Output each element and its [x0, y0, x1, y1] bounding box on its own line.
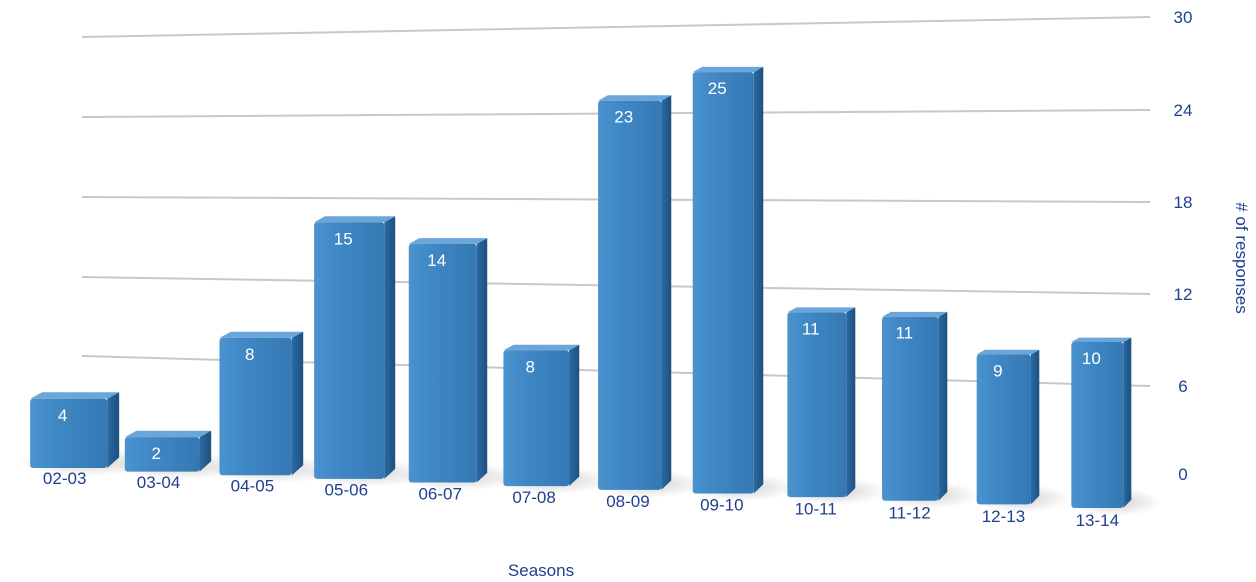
bar-side-face [1123, 337, 1132, 508]
bar-top-face [976, 349, 1040, 355]
bar-top-face [692, 66, 764, 73]
bar-side-face [569, 344, 580, 487]
bar [787, 307, 856, 498]
bar-top-face [882, 311, 948, 317]
bar-front-face [30, 398, 108, 468]
bar-top-face [314, 216, 396, 223]
bar-top-face [124, 430, 212, 438]
y-tick-label: 12 [1174, 285, 1193, 304]
bar-front-face [124, 437, 200, 472]
bar-side-face [938, 311, 948, 501]
bar-value-label: 10 [1082, 349, 1101, 368]
bar-value-label: 4 [58, 406, 67, 425]
bar-value-label: 9 [993, 361, 1002, 380]
x-tick-label: 04-05 [231, 477, 274, 496]
bar [976, 349, 1040, 505]
x-tick-label: 03-04 [137, 473, 180, 492]
bar-front-face [1071, 342, 1124, 508]
bar-side-face [384, 216, 396, 479]
bar-side-face [661, 95, 672, 490]
bar [503, 344, 580, 487]
bar-value-label: 14 [427, 251, 446, 270]
gridline [81, 16, 1151, 38]
bar-value-label: 15 [334, 229, 353, 248]
bar-side-face [107, 392, 120, 468]
bar-top-face [1071, 337, 1132, 342]
x-axis-title: Seasons [508, 561, 574, 580]
bar-top-face [408, 238, 488, 244]
bars: 4 2 8 15 14 8 23 25 11 11 9 10 [30, 66, 1132, 508]
bar-value-label: 8 [526, 357, 535, 376]
bar-value-label: 11 [895, 324, 913, 343]
y-tick-label: 24 [1174, 101, 1193, 120]
bar-side-face [476, 238, 488, 483]
bar-value-label: 2 [151, 444, 160, 463]
bar-value-label: 11 [802, 319, 820, 338]
bar-front-face [598, 100, 662, 490]
x-axis-labels: 02-03 03-04 04-05 05-06 06-07 07-08 08-09 09-10… [43, 469, 1119, 530]
bar [408, 238, 488, 483]
y-tick-label: 6 [1178, 377, 1187, 396]
x-tick-label: 13-14 [1076, 511, 1119, 530]
bar [1071, 337, 1132, 508]
x-tick-label: 02-03 [43, 469, 86, 488]
bar-front-face [408, 243, 477, 483]
bar-front-face [976, 354, 1031, 505]
x-tick-label: 06-07 [418, 484, 461, 503]
y-tick-label: 18 [1174, 193, 1193, 212]
x-tick-label: 11-12 [888, 503, 930, 522]
bar-top-face [503, 344, 580, 351]
y-axis-title: # of responses [1232, 202, 1251, 314]
bar-side-face [199, 430, 212, 472]
x-tick-label: 08-09 [606, 492, 649, 511]
bar-front-face [219, 337, 292, 476]
bar-front-face [692, 72, 754, 494]
x-tick-label: 07-08 [512, 488, 555, 507]
bar-value-label: 25 [708, 79, 727, 98]
bar-front-face [503, 350, 570, 487]
x-tick-label: 12-13 [982, 507, 1025, 526]
bar [314, 216, 396, 479]
bar [598, 95, 672, 490]
bar-top-face [30, 392, 120, 399]
bar-side-face [753, 66, 764, 494]
bar-side-face [1030, 349, 1040, 505]
bar-front-face [787, 312, 847, 498]
bar-top-face [787, 307, 856, 313]
bar-side-face [846, 307, 856, 498]
x-tick-label: 05-06 [325, 480, 368, 499]
bar-front-face [882, 316, 939, 501]
bar-value-label: 8 [245, 345, 254, 364]
x-tick-label: 10-11 [795, 500, 837, 519]
bar [124, 430, 212, 472]
bar [692, 66, 764, 494]
y-tick-label: 30 [1174, 8, 1193, 27]
y-axis-ticks: 0 6 12 18 24 30 [1174, 8, 1193, 484]
bar [882, 311, 948, 501]
bar-top-face [598, 95, 672, 101]
bar-top-face [219, 331, 304, 338]
bar [219, 331, 304, 476]
x-tick-label: 09-10 [700, 496, 743, 515]
bar-side-face [291, 331, 304, 476]
bar [30, 392, 120, 468]
bar-value-label: 23 [614, 108, 633, 127]
y-tick-label: 0 [1178, 465, 1187, 484]
bar-front-face [314, 222, 385, 479]
